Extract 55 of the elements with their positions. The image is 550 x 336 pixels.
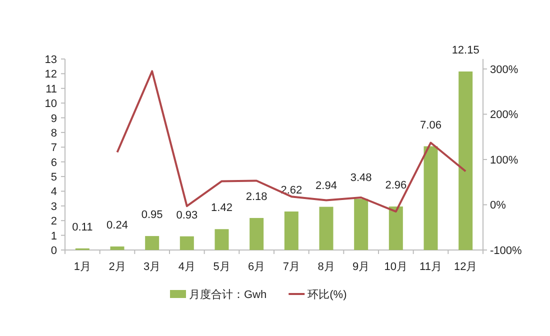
bar [458, 71, 473, 250]
data-label: 0.11 [72, 221, 93, 234]
bar [388, 206, 403, 250]
y-tick-label: 8 [50, 127, 57, 140]
x-tick-label: 6月 [248, 261, 266, 273]
x-tick-label: 12月 [454, 261, 478, 273]
y-tick-label: 3 [50, 200, 57, 213]
y-tick-label: 1 [50, 230, 57, 242]
x-tick-label: 3月 [144, 261, 161, 273]
y-tick-label: 6 [50, 156, 57, 169]
y2-tick-label: -100% [490, 245, 522, 257]
bar [250, 218, 264, 250]
y-tick-label: 2 [50, 216, 57, 228]
x-tick-label: 7月 [282, 261, 300, 273]
bar [145, 236, 160, 250]
data-label: 2.94 [316, 180, 337, 192]
x-tick-label: 5月 [213, 261, 230, 273]
data-label: 12.15 [452, 44, 480, 56]
bar [284, 212, 298, 250]
y-tick-label: 11 [46, 83, 57, 96]
y-tick-label: 5 [50, 172, 57, 184]
y2-tick-label: 200% [490, 109, 518, 122]
x-tick-label: 8月 [318, 261, 335, 273]
bar [354, 198, 368, 250]
y-tick-label: 4 [50, 186, 57, 198]
x-tick-label: 11月 [420, 261, 442, 273]
data-label: 0.93 [176, 209, 198, 222]
y-tick-label: 12 [44, 68, 57, 81]
data-label: 2.96 [385, 180, 407, 192]
y2-tick-label: 100% [490, 154, 518, 166]
data-label: 1.42 [211, 202, 232, 214]
data-label: 7.06 [420, 119, 442, 132]
y-tick-label: 13 [44, 54, 57, 66]
data-label: 0.95 [141, 209, 163, 222]
bar [424, 146, 438, 250]
y-tick-label: 10 [44, 98, 57, 110]
data-label: 0.24 [106, 219, 128, 232]
y2-tick-label: 0% [490, 200, 506, 212]
bar [180, 236, 194, 250]
legend-label: 月度合计：Gwh [189, 288, 267, 301]
y2-tick-label: 300% [490, 64, 518, 76]
x-tick-label: 4月 [178, 261, 196, 273]
data-label: 2.18 [246, 190, 268, 203]
bar [110, 246, 124, 250]
y-tick-label: 7 [50, 142, 57, 154]
x-tick-label: 2月 [108, 261, 126, 273]
bar [319, 206, 334, 250]
x-tick-label: 10月 [384, 261, 408, 273]
x-tick-label: 9月 [352, 261, 370, 273]
y-tick-label: 9 [50, 112, 57, 125]
bar [214, 229, 229, 250]
data-label: 3.48 [350, 172, 372, 184]
legend-label: 环比(%) [308, 288, 347, 301]
y-tick-label: 0 [50, 245, 57, 257]
x-tick-label: 1月 [74, 261, 91, 273]
